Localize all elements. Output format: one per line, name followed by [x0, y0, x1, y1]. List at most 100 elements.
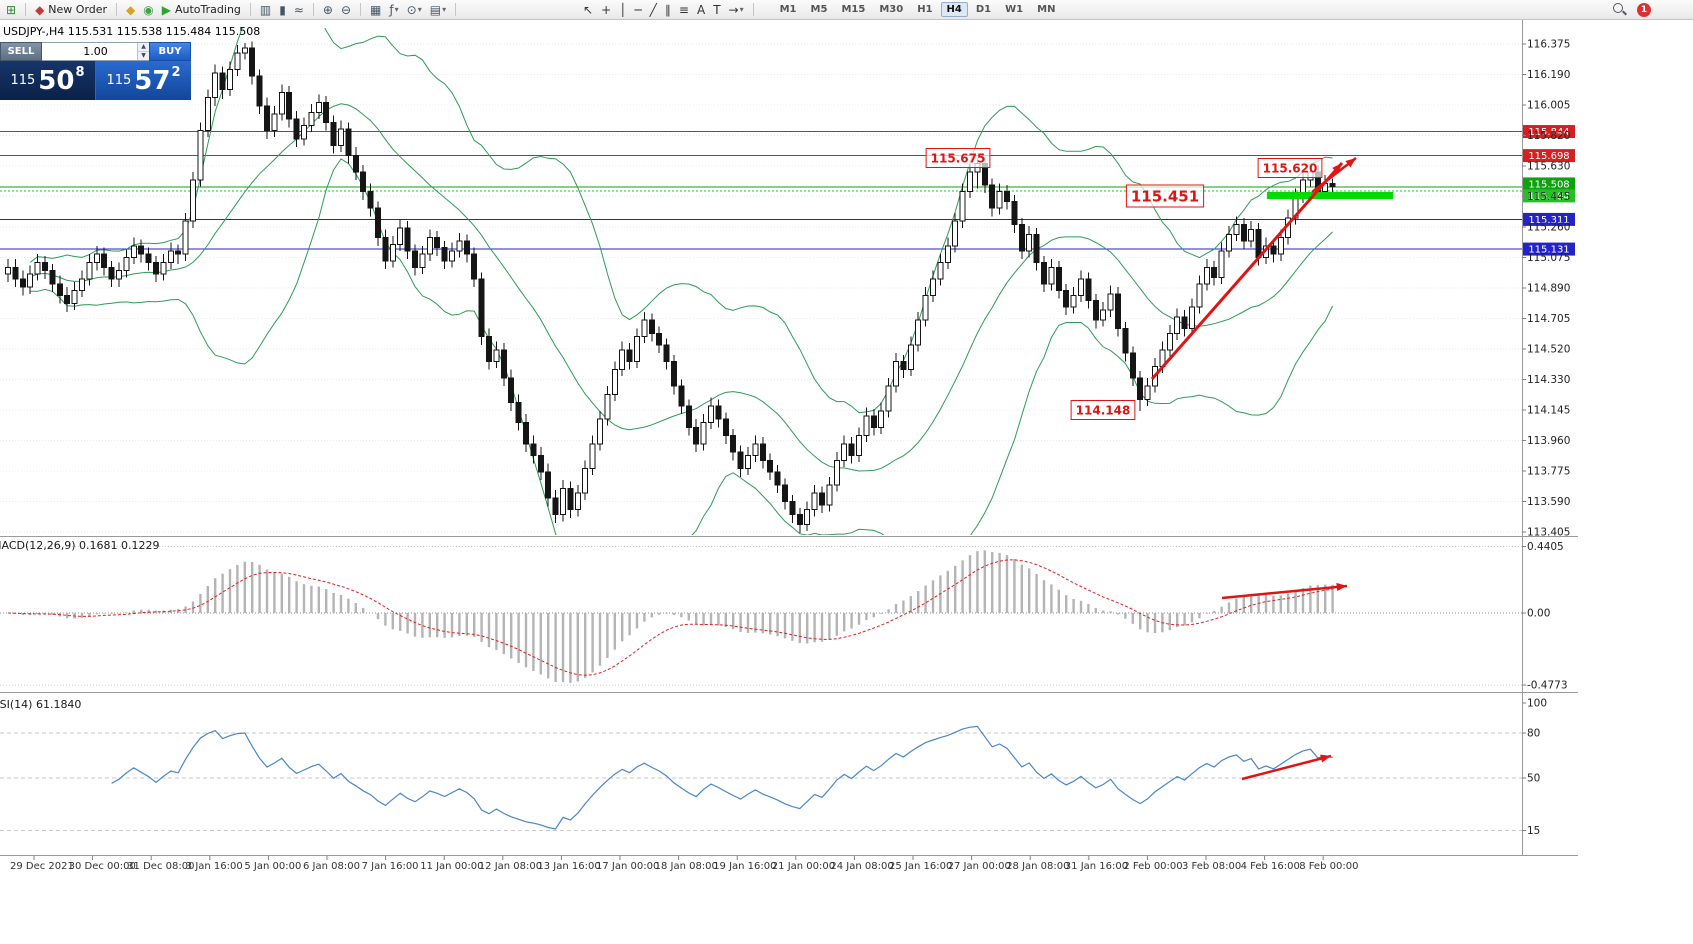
market-button[interactable]: ◉ — [140, 1, 156, 18]
svg-text:12 Jan 08:00: 12 Jan 08:00 — [479, 861, 542, 872]
zoom-out-icon: ⊖ — [340, 2, 352, 17]
svg-text:6 Jan 08:00: 6 Jan 08:00 — [303, 861, 360, 872]
svg-text:115.508: 115.508 — [1528, 179, 1569, 190]
new-chart-button[interactable]: ⊞ — [3, 1, 19, 18]
toolbar-separator — [249, 3, 251, 16]
one-click-trading-panel: SELL ▲ ▼ BUY 115 50 8 115 57 2 — [0, 42, 191, 100]
templates-icon: ▤ — [429, 2, 442, 17]
search-icon[interactable] — [1612, 2, 1627, 17]
text-label-button[interactable]: T — [710, 1, 723, 18]
svg-text:25 Jan 16:00: 25 Jan 16:00 — [889, 861, 952, 872]
price-annotation[interactable]: 114.148 — [1070, 400, 1136, 420]
svg-text:115.075: 115.075 — [1527, 252, 1570, 264]
timeframe-h4-button[interactable]: H4 — [940, 2, 968, 17]
trend-arrow[interactable] — [1311, 157, 1357, 193]
volume-spinner: ▲ ▼ — [137, 43, 149, 60]
price-line-115.131[interactable]: 115.131 — [0, 242, 1575, 256]
timeframe-m5-button[interactable]: M5 — [810, 4, 828, 15]
timeframe-d1-button[interactable]: D1 — [975, 4, 992, 15]
price-line-115.508[interactable]: 115.508 — [0, 177, 1575, 191]
svg-text:113.590: 113.590 — [1527, 496, 1570, 508]
volume-decrease-button[interactable]: ▼ — [141, 52, 146, 59]
price-line-115.311[interactable]: 115.311 — [0, 212, 1575, 226]
sell-price-display[interactable]: 115 50 8 — [0, 61, 95, 100]
price-line-115.484[interactable]: 115.484 — [0, 189, 1575, 203]
horizontal-line-icon: ─ — [634, 2, 642, 17]
price-annotation[interactable]: 115.451 — [1125, 184, 1205, 208]
periods-button[interactable]: ⊙ ▾ — [404, 1, 425, 18]
new-order-button[interactable]: ◆ New Order — [32, 1, 110, 18]
volume-input[interactable] — [60, 45, 131, 58]
svg-text:114.148: 114.148 — [1076, 403, 1131, 417]
toolbar-group-chart-type-tools: ▥ ▮ ≈ — [254, 0, 310, 19]
price-annotation[interactable]: 115.620 — [1257, 158, 1323, 178]
svg-text:113.775: 113.775 — [1527, 466, 1570, 478]
svg-text:3 Feb 08:00: 3 Feb 08:00 — [1182, 861, 1241, 872]
arrows-button[interactable]: → ▾ — [726, 1, 747, 18]
svg-text:15: 15 — [1527, 825, 1540, 837]
volume-increase-button[interactable]: ▲ — [138, 43, 149, 52]
indicators-button[interactable]: ƒ ▾ — [386, 1, 401, 18]
timeframe-m30-button[interactable]: M30 — [879, 4, 904, 15]
svg-text:115.844: 115.844 — [1528, 127, 1569, 138]
sell-button[interactable]: SELL — [0, 42, 42, 61]
cursor-button[interactable]: ↖ — [580, 1, 596, 18]
toolbar-separator — [25, 3, 27, 16]
svg-text:MACD(12,26,9) 0.1681 0.1229: MACD(12,26,9) 0.1681 0.1229 — [0, 539, 160, 552]
highlight-zone[interactable] — [1267, 192, 1393, 199]
trendline-button[interactable]: ╱ — [647, 1, 660, 18]
svg-text:115.620: 115.620 — [1263, 161, 1318, 175]
price-line-115.844[interactable]: 115.844 — [0, 125, 1575, 138]
vertical-line-button[interactable]: │ — [616, 1, 629, 18]
price-axis[interactable]: 116.375 116.190 116.005 115.820 115.630 115.4… — [1522, 39, 1570, 838]
svg-text:0.4405: 0.4405 — [1527, 541, 1564, 553]
autotrading-button[interactable]: ▶ AutoTrading — [159, 1, 244, 18]
timeframe-mn-button[interactable]: MN — [1037, 4, 1056, 15]
svg-text:28 Jan 08:00: 28 Jan 08:00 — [1006, 861, 1069, 872]
svg-text:80: 80 — [1527, 728, 1540, 740]
trend-arrow[interactable] — [1241, 754, 1332, 781]
tile-windows-button[interactable]: ▦ — [367, 1, 384, 18]
crosshair-button[interactable]: + — [598, 1, 614, 18]
svg-text:114.890: 114.890 — [1527, 283, 1570, 295]
metaeditor-button[interactable]: ◆ — [123, 1, 138, 18]
price-annotation[interactable]: 115.675 — [925, 148, 991, 168]
toolbar-group-file-tools: ⊞ — [0, 0, 22, 19]
vertical-line-icon: │ — [619, 2, 627, 17]
templates-button[interactable]: ▤ ▾ — [427, 1, 449, 18]
text-button[interactable]: A — [694, 1, 708, 18]
timeframe-h1-button[interactable]: H1 — [917, 4, 933, 15]
new-order-icon: ◆ — [35, 2, 45, 17]
timeframe-w1-button[interactable]: W1 — [1005, 4, 1024, 15]
svg-text:31 Dec 08:00: 31 Dec 08:00 — [127, 861, 194, 872]
toolbar-group-window-tools: ▦ ƒ ▾ ⊙ ▾ ▤ ▾ — [364, 0, 452, 19]
periods-icon: ⊙ — [406, 2, 417, 17]
fibonacci-button[interactable]: ≡ — [676, 1, 692, 18]
timeframe-m1-button[interactable]: M1 — [779, 4, 797, 15]
horizontal-line-button[interactable]: ─ — [631, 1, 644, 18]
buy-price-display[interactable]: 115 57 2 — [95, 61, 191, 100]
zoom-out-button[interactable]: ⊖ — [338, 1, 354, 18]
bar-chart-button[interactable]: ▥ — [257, 1, 274, 18]
toolbar-group-zoom-tools: ⊕ ⊖ — [317, 0, 357, 19]
line-chart-icon: ≈ — [293, 2, 304, 17]
svg-text:-0.4773: -0.4773 — [1527, 680, 1568, 692]
svg-text:30 Dec 00:00: 30 Dec 00:00 — [69, 861, 136, 872]
channel-button[interactable]: ∥ — [662, 1, 674, 18]
zoom-in-button[interactable]: ⊕ — [320, 1, 336, 18]
svg-text:24 Jan 08:00: 24 Jan 08:00 — [830, 861, 893, 872]
trend-arrow[interactable] — [1221, 582, 1348, 600]
trend-arrow[interactable] — [1150, 162, 1344, 380]
buy-button[interactable]: BUY — [149, 42, 191, 61]
new-chart-icon: ⊞ — [6, 2, 17, 17]
candlestick-chart-button[interactable]: ▮ — [276, 1, 289, 18]
search-icon-handle — [1622, 10, 1627, 16]
metaeditor-icon: ◆ — [126, 2, 136, 17]
arrows-icon: → — [728, 2, 739, 17]
timeframe-m15-button[interactable]: M15 — [841, 4, 866, 15]
price-line-115.698[interactable]: 115.698 — [0, 149, 1575, 163]
line-chart-button[interactable]: ≈ — [291, 1, 307, 18]
notification-badge[interactable]: 1 — [1637, 2, 1651, 17]
